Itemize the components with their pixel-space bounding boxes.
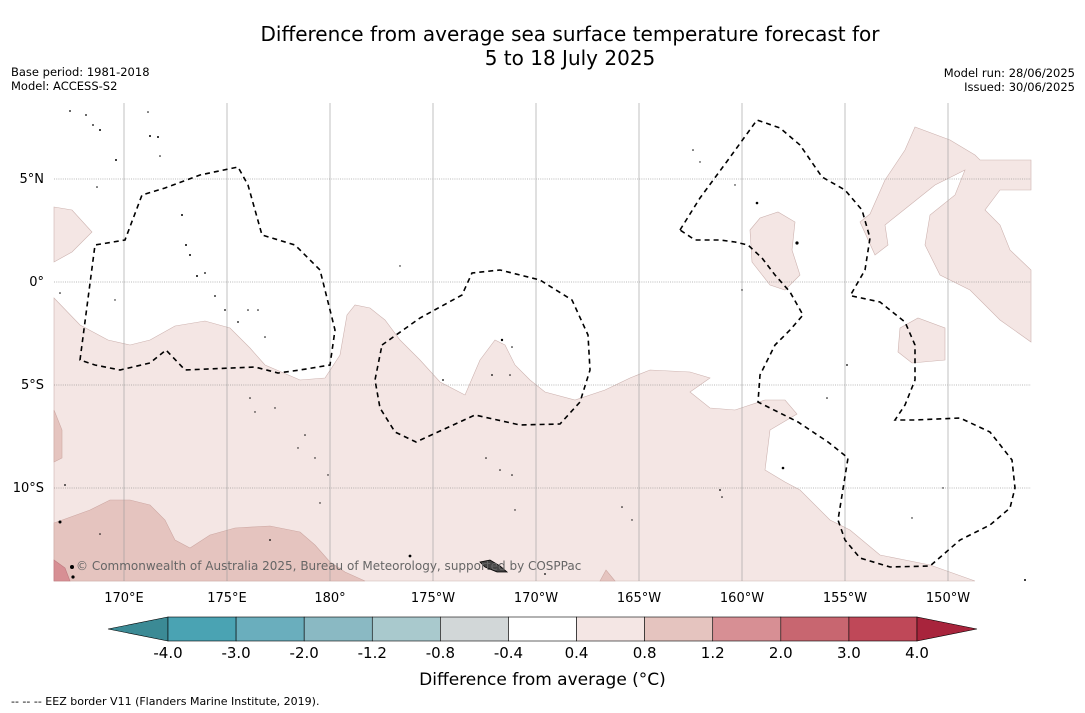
colorbar-tick-label: 1.2 xyxy=(700,644,725,662)
colorbar-bin xyxy=(848,616,918,642)
colorbar-tick-label: -2.0 xyxy=(289,644,319,662)
colorbar-tick-label: 3.0 xyxy=(836,644,861,662)
colorbar-bin xyxy=(712,616,782,642)
anomaly-0.8-1.2-region xyxy=(53,409,616,582)
anomaly-0.4-0.8-region xyxy=(53,126,1032,582)
islands xyxy=(58,110,1026,581)
colorbar-bin xyxy=(440,616,509,642)
colorbar-title: Difference from average (°C) xyxy=(419,670,666,690)
colorbar-tick-label: 0.4 xyxy=(564,644,589,662)
title-line-1: Difference from average sea surface temp… xyxy=(260,22,880,46)
colorbar-bin xyxy=(576,616,645,642)
colorbar-tick-label: -3.0 xyxy=(221,644,251,662)
lon-label: 170°E xyxy=(104,591,144,606)
colorbar-bin xyxy=(780,616,850,642)
map-title: Difference from average sea surface temp… xyxy=(0,22,1085,70)
colorbar-tick-label: 4.0 xyxy=(905,644,929,662)
meridians xyxy=(123,103,949,581)
longitude-labels: 170°E 175°E 180° 175°W 170°W 165°W 160°W… xyxy=(104,591,970,606)
colorbar-bin xyxy=(167,616,237,642)
colorbar-tick-label: 0.8 xyxy=(632,644,657,662)
colorbar-extend-high xyxy=(916,616,978,642)
base-info: Base period: 1981-2018 Model: ACCESS-S2 xyxy=(11,65,150,93)
colorbar-tick-label: -0.4 xyxy=(493,644,524,662)
lat-label: 10°S xyxy=(13,481,44,496)
eez-borders xyxy=(79,119,1016,568)
colorbar-bin xyxy=(508,616,577,642)
colorbar-bin xyxy=(371,616,441,642)
lat-label: 0° xyxy=(29,275,44,290)
colorbar-bin xyxy=(644,616,714,642)
lon-label: 175°E xyxy=(207,591,247,606)
colorbar-tick-label: -1.2 xyxy=(357,644,387,662)
anomaly-1.2-2.0-region xyxy=(53,559,71,582)
run-info: Model run: 28/06/2025 Issued: 30/06/2025 xyxy=(944,66,1075,94)
model-name: Model: ACCESS-S2 xyxy=(11,79,118,93)
issued-date: Issued: 30/06/2025 xyxy=(964,80,1075,94)
colorbar-bin xyxy=(235,616,305,642)
lon-label: 170°W xyxy=(514,591,558,606)
base-period: Base period: 1981-2018 xyxy=(11,65,150,79)
eez-kiribati-line xyxy=(679,119,1016,568)
colorbar-tick-label: -0.8 xyxy=(425,644,455,662)
eez-legend: -- -- -- EEZ border V11 (Flanders Marine… xyxy=(11,695,320,708)
lat-label: 5°N xyxy=(20,172,45,187)
colorbar-tick-label: 2.0 xyxy=(768,644,793,662)
model-run: Model run: 28/06/2025 xyxy=(943,66,1075,80)
eez-tokelau xyxy=(374,269,591,443)
lon-label: 180° xyxy=(314,591,345,606)
lon-label: 175°W xyxy=(411,591,455,606)
lat-label: 5°S xyxy=(21,378,44,393)
copyright-text: © Commonwealth of Australia 2025, Bureau… xyxy=(76,559,581,573)
colorbar-extend-low xyxy=(107,616,169,642)
lon-label: 150°W xyxy=(926,591,970,606)
samoa-island xyxy=(479,559,509,573)
lon-label: 165°W xyxy=(617,591,661,606)
colorbar-tick-label: -4.0 xyxy=(153,644,183,662)
latitude-labels: 5°N 0° 5°S 10°S xyxy=(13,172,44,496)
colorbar-bin xyxy=(303,616,373,642)
colorbar xyxy=(107,616,978,642)
title-line-2: 5 to 18 July 2025 xyxy=(484,46,656,70)
lon-label: 160°W xyxy=(720,591,764,606)
lon-label: 155°W xyxy=(823,591,867,606)
